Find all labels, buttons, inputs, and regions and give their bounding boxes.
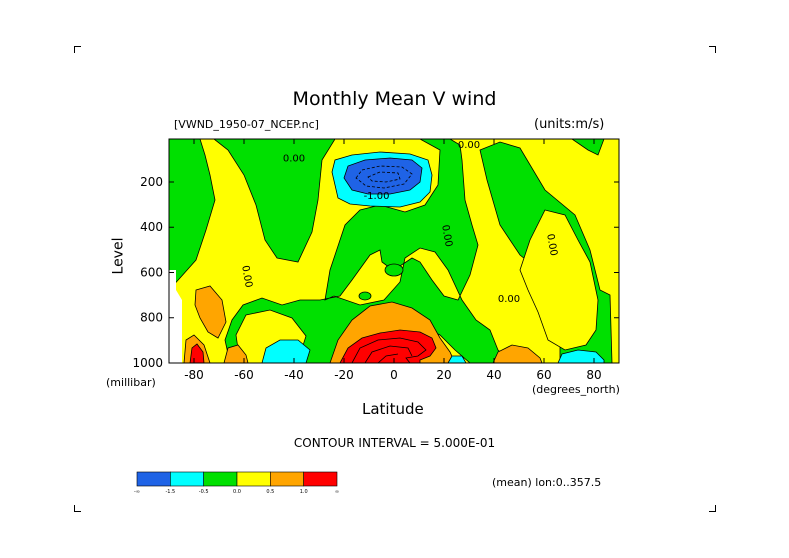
crop-mark-bottom-left (74, 505, 81, 512)
colorbar-swatch (236, 471, 271, 487)
contour-label: 0.00 (544, 233, 559, 257)
x-tick-label: -80 (184, 368, 204, 382)
x-tick-label: 0 (390, 368, 398, 382)
contour-fill-cyan-2 (261, 339, 311, 363)
x-tick-label: 40 (486, 368, 501, 382)
y-tick-label: 1000 (132, 356, 163, 370)
contour-label: -1.00 (364, 191, 390, 202)
colorbar: -∞ -1.5 -0.5 0.0 0.5 1.0 ∞ (134, 471, 339, 495)
x-tick-label: -40 (284, 368, 304, 382)
crop-mark-bottom-right (709, 505, 716, 512)
colorbar-swatch (170, 471, 204, 487)
contour-fill-orange-4 (223, 344, 249, 363)
contour-fill-yellow (169, 139, 619, 363)
x-ticks: -80 -60 -40 -20 0 20 40 60 80 (184, 139, 602, 382)
contour-label: 0.00 (498, 294, 520, 305)
crop-mark-top-right (709, 46, 716, 53)
x-tick-label: 20 (436, 368, 451, 382)
colorbar-swatch (303, 471, 338, 487)
x-axis-label: Latitude (362, 400, 424, 418)
x-tick-label: -60 (234, 368, 254, 382)
contour-fill-green-island (384, 263, 404, 277)
dataset-label: [VWND_1950-07_NCEP.nc] (174, 118, 319, 131)
y-tick-label: 200 (140, 175, 163, 189)
y-tick-label: 400 (140, 220, 163, 234)
contour-fill-orange-2 (492, 344, 543, 363)
x-tick-label: -20 (334, 368, 354, 382)
x-tick-label: 60 (536, 368, 551, 382)
contour-line-red (351, 337, 427, 363)
contour-fill-cyan-4 (447, 355, 467, 363)
mean-note: (mean) lon:0..357.5 (492, 476, 602, 489)
filled-contours (169, 139, 619, 363)
colorbar-swatch (203, 471, 238, 487)
x-tick-label: 80 (586, 368, 601, 382)
x-axis-unit: (degrees_north) (532, 383, 620, 396)
contour-fill-cyan-3 (557, 349, 605, 363)
y-tick-label: 800 (140, 311, 163, 325)
contour-fill-orange-3 (194, 285, 227, 339)
y-ticks: 200 400 600 800 1000 (132, 175, 619, 370)
contour-label: 0.00 (239, 265, 254, 289)
contour-fill-yellow-2 (519, 209, 599, 351)
contour-label: 0.00 (283, 154, 305, 165)
units-label: (units:m/s) (534, 117, 605, 132)
y-axis-unit: (millibar) (106, 376, 156, 389)
contour-label: 0.00 (458, 140, 480, 151)
colorbar-swatch (136, 471, 171, 487)
colorbar-label: ∞ (335, 489, 339, 495)
colorbar-label: -∞ (134, 489, 140, 495)
below-surface-mask (169, 270, 182, 363)
crop-mark-top-left (74, 46, 81, 53)
contour-label: 0.00 (439, 224, 454, 248)
contour-labels: 0.00 0.00 -1.00 0.00 0.00 0.00 0.00 (239, 140, 559, 305)
contour-fill-green-island-2 (358, 291, 372, 301)
contour-line-blue (355, 165, 413, 189)
colorbar-label: 0.5 (266, 489, 274, 495)
colorbar-label: -1.5 (165, 489, 175, 495)
y-tick-label: 600 (140, 265, 163, 279)
colorbar-label: -0.5 (199, 489, 209, 495)
colorbar-label: 1.0 (300, 489, 308, 495)
colorbar-swatch (270, 471, 304, 487)
contour-interval-text: CONTOUR INTERVAL = 5.000E-01 (293, 436, 496, 450)
colorbar-label: 0.0 (233, 489, 241, 495)
chart-title: Monthly Mean V wind (292, 88, 497, 110)
